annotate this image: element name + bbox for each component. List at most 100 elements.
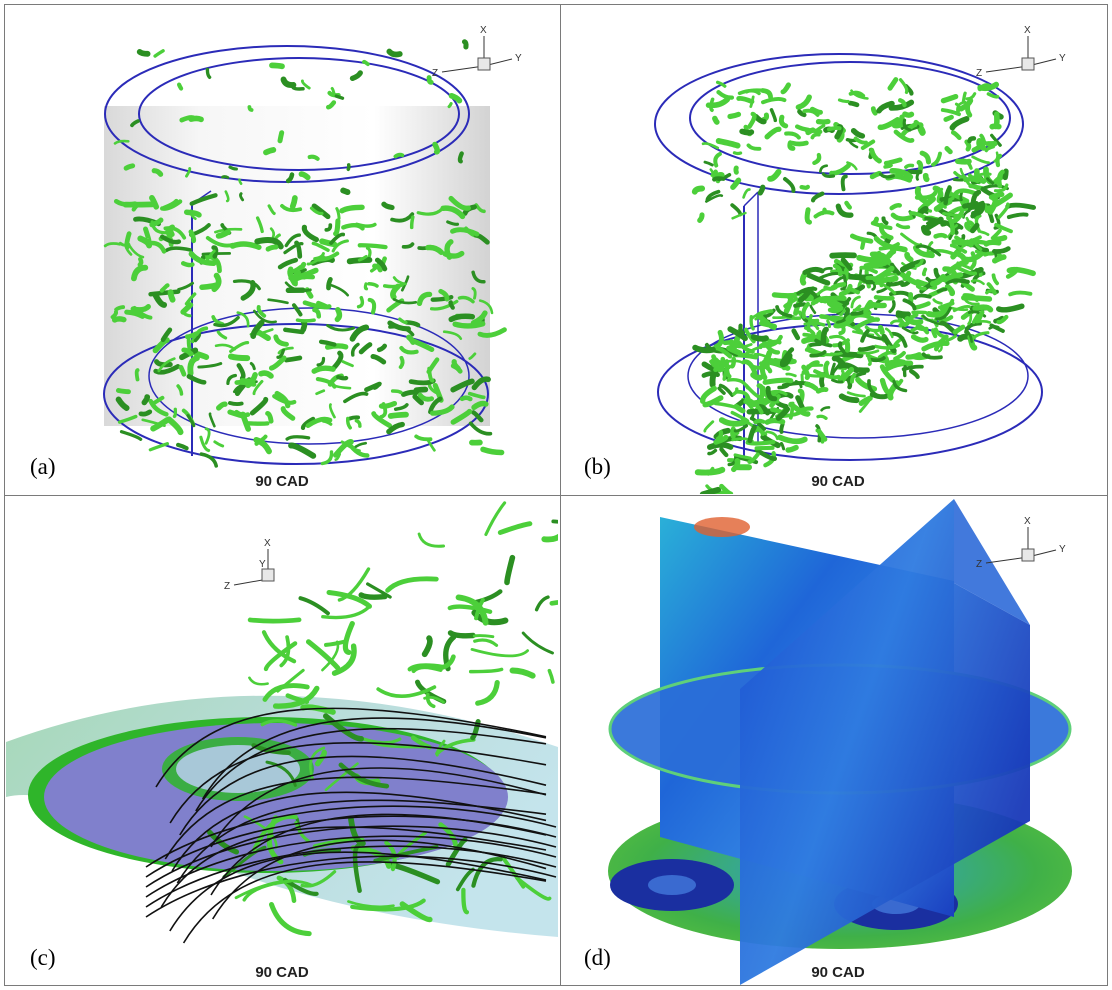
vortex-tube [425, 244, 444, 255]
vortex-tube [371, 411, 393, 429]
vortex-tube [451, 359, 461, 372]
vortex-tube [765, 385, 778, 402]
vortex-tube [697, 212, 705, 223]
vortex-tube [269, 902, 312, 937]
vortex-tube [471, 270, 486, 284]
vortex-tube [692, 344, 716, 354]
vortex-tube [796, 406, 814, 414]
vortex-tube [438, 288, 450, 302]
vortex-tube [952, 305, 971, 313]
vortex-tube [333, 218, 341, 237]
vortex-tube [409, 337, 435, 353]
vertical-plane-front [740, 499, 1030, 985]
vortex-tube [143, 226, 152, 244]
vortex-tube [943, 185, 952, 206]
vortex-tube [164, 246, 193, 253]
vortex-tube [901, 326, 919, 335]
vortex-tube [985, 288, 996, 295]
vortex-tube [232, 279, 261, 291]
vortex-tube [148, 289, 181, 297]
vortex-tube [703, 420, 715, 433]
vortex-tube [923, 216, 944, 232]
axis-triad: X Z Y [976, 25, 1066, 79]
vortex-tube [895, 310, 911, 318]
vortex-tube [446, 220, 460, 226]
vortex-tube [960, 158, 973, 170]
vortex-tube [990, 228, 1002, 240]
vortex-tube [755, 425, 766, 436]
vortex-tube [159, 283, 170, 293]
vortex-tube [719, 447, 729, 458]
vortex-tube [442, 330, 463, 340]
vortex-tube [970, 331, 990, 342]
vortex-tube [256, 305, 267, 318]
vortex-tube [228, 353, 251, 362]
vortex-tube [783, 297, 799, 308]
vortex-tube [390, 212, 415, 223]
vortex-tube [341, 360, 354, 368]
vortex-tube [435, 739, 446, 757]
vortex-tube [858, 395, 873, 406]
vortex-tube [153, 49, 165, 58]
vortex-tube [847, 100, 860, 108]
vortex-tube [739, 128, 755, 136]
vortex-tube [902, 298, 917, 311]
panel-caption-b: 90 CAD [811, 473, 865, 490]
vortex-tube [915, 244, 942, 257]
streamline [145, 845, 557, 908]
vortex-tube [247, 617, 302, 624]
vortex-tube [746, 143, 762, 151]
vortex-tube [204, 249, 216, 264]
vortex-tube [715, 430, 724, 441]
vortex-tube [291, 264, 303, 274]
vortex-tube [767, 168, 782, 182]
vortex-tube [326, 276, 333, 291]
vortex-tube [334, 94, 345, 100]
vortex-tube [228, 401, 244, 406]
vortex-tube [291, 86, 305, 91]
panel-b-graphic: X Z Y [654, 25, 1066, 494]
vortex-tube [977, 83, 991, 92]
vortex-tube [387, 411, 409, 419]
vortex-tube [188, 251, 217, 266]
vortex-tube [788, 401, 811, 417]
vortex-tube [470, 648, 529, 658]
vortex-tube [989, 323, 1005, 333]
vortex-tube [141, 394, 151, 406]
streamline [145, 825, 557, 888]
streamline [160, 826, 547, 908]
vortex-tube [816, 287, 830, 296]
vortex-tube [890, 212, 916, 222]
vortex-tube [949, 116, 970, 131]
vortex-tube [400, 275, 410, 292]
vortex-tube [979, 133, 986, 144]
vortex-tube [809, 304, 817, 314]
vortex-isosurfaces [691, 77, 1036, 494]
vortex-tube [298, 596, 330, 616]
streamline [201, 717, 547, 800]
vortex-tube [215, 229, 231, 239]
streamline [176, 799, 547, 884]
vortex-tube [844, 371, 867, 381]
vortex-tube [468, 421, 493, 436]
vortex-tube [935, 306, 952, 321]
vortex-tube [819, 164, 829, 173]
streamlines [145, 707, 557, 944]
vortex-tube [350, 342, 360, 357]
vortex-tube [902, 111, 915, 118]
vortex-tube [300, 416, 316, 431]
vortex-tube [990, 133, 1002, 147]
vortex-tube [890, 319, 903, 325]
vortex-tube [149, 217, 164, 228]
vortex-tube [196, 326, 209, 335]
vortex-tube [799, 184, 810, 190]
vortex-tube [921, 340, 950, 352]
vortex-tube [914, 186, 927, 204]
axis-triad: X Z Y [432, 25, 522, 79]
vortex-tube [417, 392, 435, 402]
vortex-tube [177, 281, 194, 291]
vortex-tube [910, 334, 929, 343]
vortex-tube [970, 251, 977, 270]
vortex-tube [936, 187, 944, 204]
vortex-tube [311, 203, 331, 220]
